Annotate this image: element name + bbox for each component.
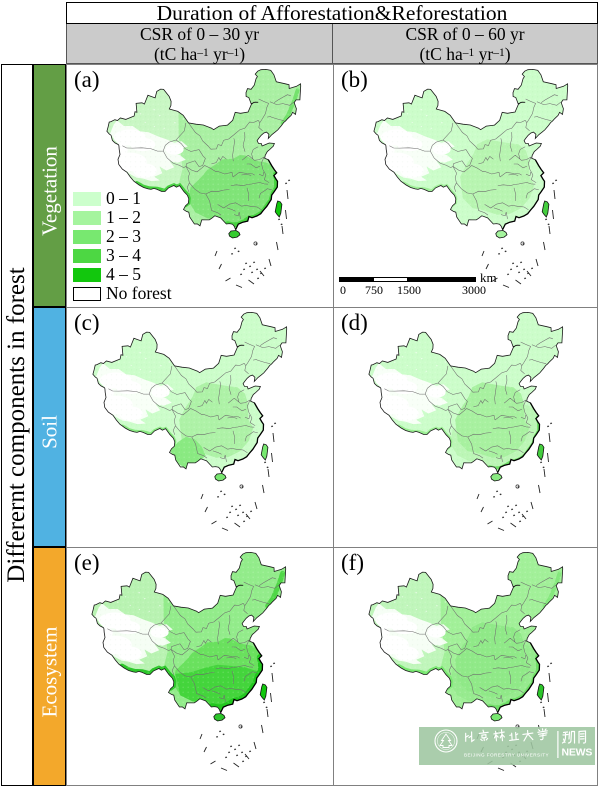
svg-text:BEIJING FORESTRY UNIVERSITY: BEIJING FORESTRY UNIVERSITY [464, 753, 549, 758]
svg-text:NEWS: NEWS [562, 747, 593, 759]
